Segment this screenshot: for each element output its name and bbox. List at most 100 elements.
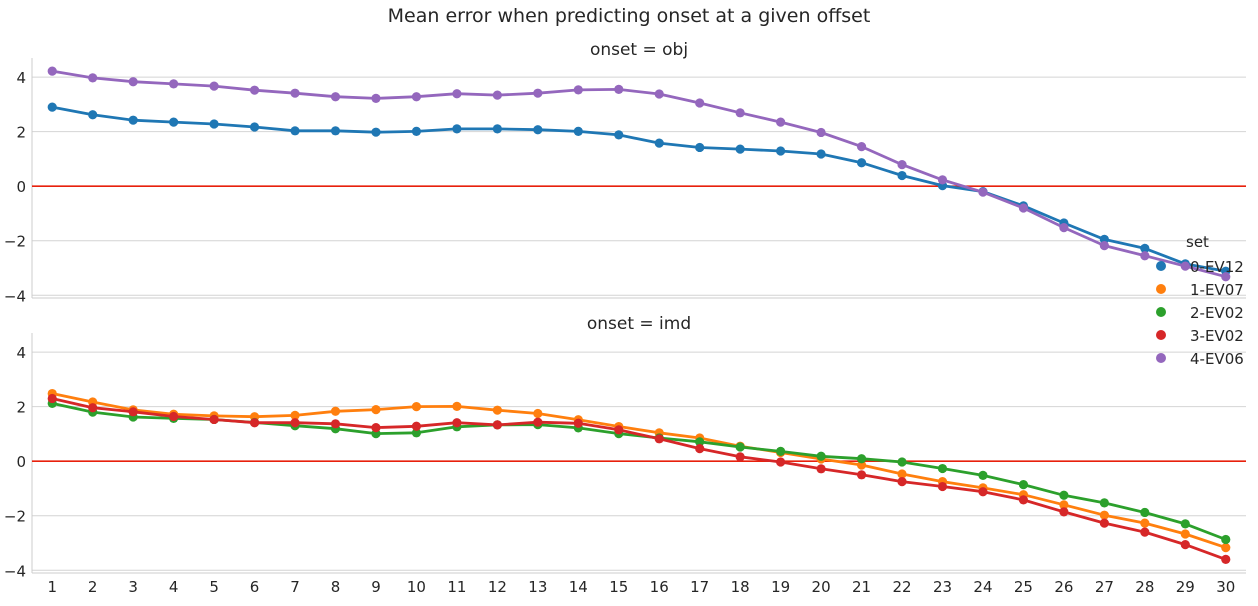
y-tick-label: 0: [16, 453, 26, 471]
legend-item: 4-EV06: [1156, 350, 1244, 368]
x-tick-label: 3: [128, 578, 138, 596]
data-point-2-ev02: [695, 437, 705, 447]
data-point-1-ev07: [290, 410, 300, 420]
data-point-2-ev02: [1180, 519, 1190, 529]
x-tick-label: 27: [1095, 578, 1114, 596]
data-point-2-ev02: [1059, 490, 1069, 500]
y-tick-label: −2: [4, 508, 26, 526]
data-point-0-ev12: [290, 126, 300, 136]
data-point-0-ev12: [573, 126, 583, 136]
data-point-0-ev12: [371, 127, 381, 137]
data-point-3-ev02: [856, 470, 867, 480]
data-point-0-ev12: [330, 126, 341, 136]
data-point-2-ev02: [411, 428, 422, 438]
series-marks: [47, 66, 1231, 282]
data-point-4-ev06: [452, 89, 462, 99]
data-point-3-ev02: [573, 418, 583, 428]
data-point-0-ev12: [856, 158, 867, 168]
legend-marker: [1156, 284, 1166, 294]
legend-marker: [1156, 261, 1166, 271]
data-point-3-ev02: [1140, 527, 1150, 537]
data-point-4-ev06: [169, 79, 179, 89]
data-point-4-ev06: [614, 84, 624, 94]
data-point-2-ev02: [735, 442, 745, 452]
data-point-3-ev02: [47, 393, 57, 404]
x-tick-label: 13: [528, 578, 547, 596]
data-point-3-ev02: [1180, 540, 1190, 550]
x-tick-label: 14: [569, 578, 588, 596]
data-point-4-ev06: [128, 77, 138, 87]
y-tick-label: 2: [16, 124, 26, 142]
data-point-0-ev12: [169, 117, 179, 127]
data-point-1-ev07: [1221, 543, 1231, 553]
data-point-3-ev02: [654, 434, 664, 444]
data-point-1-ev07: [371, 405, 381, 415]
data-point-3-ev02: [695, 444, 705, 454]
data-point-3-ev02: [614, 425, 624, 435]
data-point-2-ev02: [1140, 507, 1150, 518]
x-tick-label: 2: [88, 578, 98, 596]
legend-title: set: [1186, 233, 1209, 251]
legend-marker: [1156, 353, 1166, 363]
data-point-0-ev12: [128, 115, 138, 125]
x-tick-label: 8: [331, 578, 341, 596]
panel-title: onset = obj: [590, 40, 688, 60]
data-point-3-ev02: [937, 481, 948, 492]
data-point-3-ev02: [330, 419, 341, 429]
data-point-4-ev06: [937, 175, 948, 185]
data-point-3-ev02: [1018, 495, 1029, 505]
data-point-2-ev02: [856, 454, 867, 464]
data-point-4-ev06: [1221, 272, 1231, 282]
data-point-4-ev06: [695, 98, 705, 108]
data-point-4-ev06: [330, 92, 341, 102]
chart-title: Mean error when predicting onset at a gi…: [388, 5, 871, 27]
data-point-4-ev06: [290, 88, 300, 98]
x-tick-label: 1: [47, 578, 57, 596]
data-point-0-ev12: [735, 144, 745, 154]
series-line-4-ev06: [51, 69, 1227, 279]
data-point-0-ev12: [816, 149, 826, 159]
x-tick-label: 29: [1176, 578, 1195, 596]
data-point-4-ev06: [249, 85, 260, 95]
data-point-2-ev02: [816, 451, 826, 461]
data-point-3-ev02: [776, 457, 786, 467]
data-point-0-ev12: [47, 102, 57, 112]
x-tick-label: 5: [209, 578, 219, 596]
legend-label: 0-EV12: [1190, 258, 1244, 276]
data-point-3-ev02: [128, 407, 138, 417]
data-point-3-ev02: [88, 403, 98, 413]
data-point-2-ev02: [897, 457, 907, 467]
data-point-3-ev02: [978, 487, 988, 497]
data-point-0-ev12: [776, 146, 786, 156]
legend-label: 4-EV06: [1190, 350, 1244, 368]
legend-item: 0-EV12: [1156, 258, 1244, 276]
legend: set 0-EV12 1-EV07 2-EV02 3-EV02 4-EV06: [1156, 233, 1244, 368]
data-point-1-ev07: [1140, 518, 1150, 528]
data-point-0-ev12: [897, 170, 907, 181]
data-point-2-ev02: [1099, 498, 1109, 508]
data-point-1-ev07: [1180, 529, 1190, 539]
data-point-4-ev06: [1099, 241, 1109, 251]
legend-label: 2-EV02: [1190, 304, 1244, 322]
panel-title: onset = imd: [587, 314, 691, 334]
y-tick-label: −4: [4, 562, 26, 580]
data-point-4-ev06: [1140, 251, 1150, 261]
data-point-4-ev06: [776, 117, 786, 127]
x-tick-label: 6: [250, 578, 260, 596]
y-tick-label: 4: [16, 69, 26, 87]
data-point-3-ev02: [735, 452, 745, 462]
data-point-0-ev12: [614, 130, 624, 140]
data-point-2-ev02: [776, 446, 786, 456]
data-point-2-ev02: [1221, 534, 1231, 545]
data-point-4-ev06: [1180, 261, 1190, 271]
panel-imd: onset = imd −4 −2 0 2 4: [4, 314, 1246, 580]
legend-item: 2-EV02: [1156, 304, 1244, 322]
x-tick-label: 26: [1054, 578, 1073, 596]
x-tick-label: 9: [371, 578, 381, 596]
x-tick-label: 16: [650, 578, 669, 596]
data-point-4-ev06: [816, 127, 826, 138]
data-point-0-ev12: [695, 142, 705, 153]
data-point-3-ev02: [1099, 518, 1109, 528]
x-tick-label: 7: [290, 578, 300, 596]
